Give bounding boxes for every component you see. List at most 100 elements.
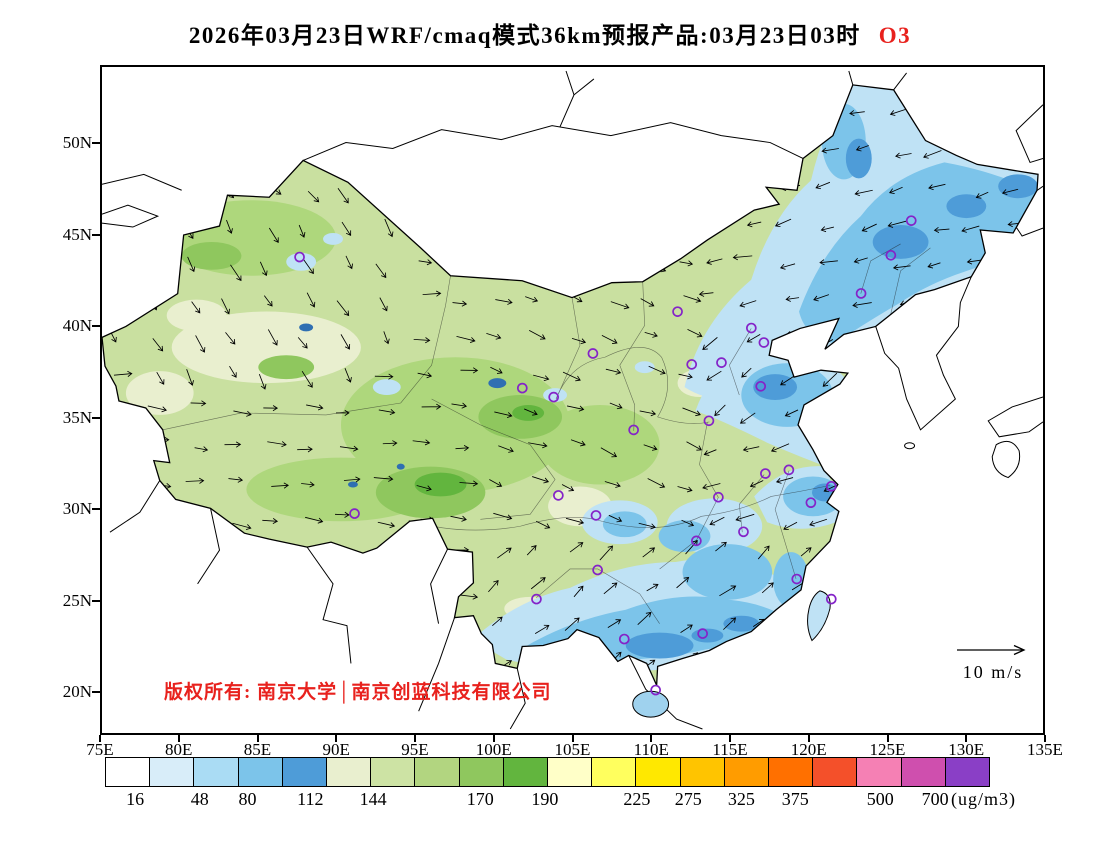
colorbar-cell-1 [150,758,195,786]
wind-arrow [864,585,880,596]
wind-arrow [979,690,989,699]
wind-arrow [970,79,989,84]
city-marker [628,424,639,436]
wind-arrow [819,259,838,266]
wind-arrow [1005,77,1019,83]
wind-arrow [872,653,884,663]
colorbar [105,757,990,787]
wind-arrow [684,182,699,195]
wind-arrow [490,366,503,374]
colorbar-label-80: 80 [238,789,257,809]
city-marker [618,633,630,645]
wind-arrow [608,514,623,523]
wind-arrow [600,447,618,458]
wind-arrow [450,515,467,522]
wind-arrow [675,227,691,236]
wind-arrow [817,84,832,88]
wind-arrow [231,621,246,628]
wind-arrow [687,329,703,338]
wind-arrow [534,624,550,634]
wind-arrow [497,547,512,559]
lon-tick-135E: 135E [1027,740,1063,759]
wind-arrow [562,371,581,382]
wind-arrow [188,155,199,168]
wind-arrow [460,367,479,374]
wind-arrow [191,301,201,314]
lon-tick-110E: 110E [633,740,669,759]
colorbar-cell-13 [680,758,725,786]
wind-arrow [263,405,279,412]
city-marker [672,306,683,317]
wind-arrow [337,659,352,666]
wind-arrow [830,544,846,554]
lat-tickmark [92,599,100,602]
wind-arrow [566,405,585,412]
wind-arrow [735,513,755,522]
wind-arrow [1009,335,1022,347]
wind-arrow [1009,109,1024,116]
wind-arrow [983,620,999,631]
hainan-island [632,690,670,718]
city-marker [885,249,897,261]
wind-arrow [926,296,945,302]
wind-arrow [306,292,316,308]
city-marker [716,357,727,368]
city-marker [531,593,542,605]
colorbar-label-700: 700 [921,789,949,809]
wind-arrow [928,183,946,191]
wind-arrow [770,443,790,453]
wind-arrow [118,296,128,310]
wind-arrow [1022,698,1036,706]
wind-arrow [700,189,715,196]
wind-arrow [685,84,699,92]
wind-arrow [686,441,703,451]
wind-arrow [487,220,502,227]
wind-arrow [973,293,988,301]
wind-arrow [145,627,161,634]
wind-arrow [718,687,726,697]
wind-arrow [862,336,876,349]
wind-arrow [530,577,546,590]
wind-arrow [115,150,127,164]
wind-arrow [779,263,796,270]
wind-arrow [638,522,656,530]
lon-tickmark [650,735,653,742]
wind-arrow [714,654,728,664]
wind-arrow [999,402,1017,413]
wind-arrow [800,547,812,557]
wind-arrow [185,477,205,484]
wind-arrow [261,631,278,638]
wind-arrow [603,695,617,706]
wind-arrow [563,259,582,268]
wind-arrow [979,582,995,598]
wind-arrow [376,619,396,626]
neighbour-coastlines [102,70,1043,730]
lat-tick-20N: 20N [62,682,92,701]
colorbar-cell-7 [415,758,460,786]
wind-arrow [748,109,763,116]
wind-arrow [419,629,435,636]
wind-arrow [936,330,949,342]
lon-tick-120E: 120E [790,740,827,759]
wind-arrow [524,408,538,416]
wind-arrow [230,264,242,282]
wind-arrow [265,665,280,672]
wind-arrow [267,441,287,448]
wind-arrow [681,519,695,527]
wind-arrow [156,371,165,385]
wind-arrow [338,558,359,565]
wind-arrow [110,228,122,247]
lat-tick-25N: 25N [62,590,92,610]
page-title: 2026年03月23日WRF/cmaq模式36km预报产品:03月23日03时 O… [0,16,1100,50]
city-marker [650,684,661,696]
wind-arrow [708,146,724,153]
wind-arrow [815,181,831,190]
wind-arrow [607,155,616,167]
city-marker [553,490,564,501]
wind-arrow [496,84,508,87]
wind-arrow [268,227,279,244]
wind-arrow [150,549,170,556]
wind-arrow [232,522,252,531]
wind-arrow [709,516,725,526]
wind-arrow [336,409,350,416]
